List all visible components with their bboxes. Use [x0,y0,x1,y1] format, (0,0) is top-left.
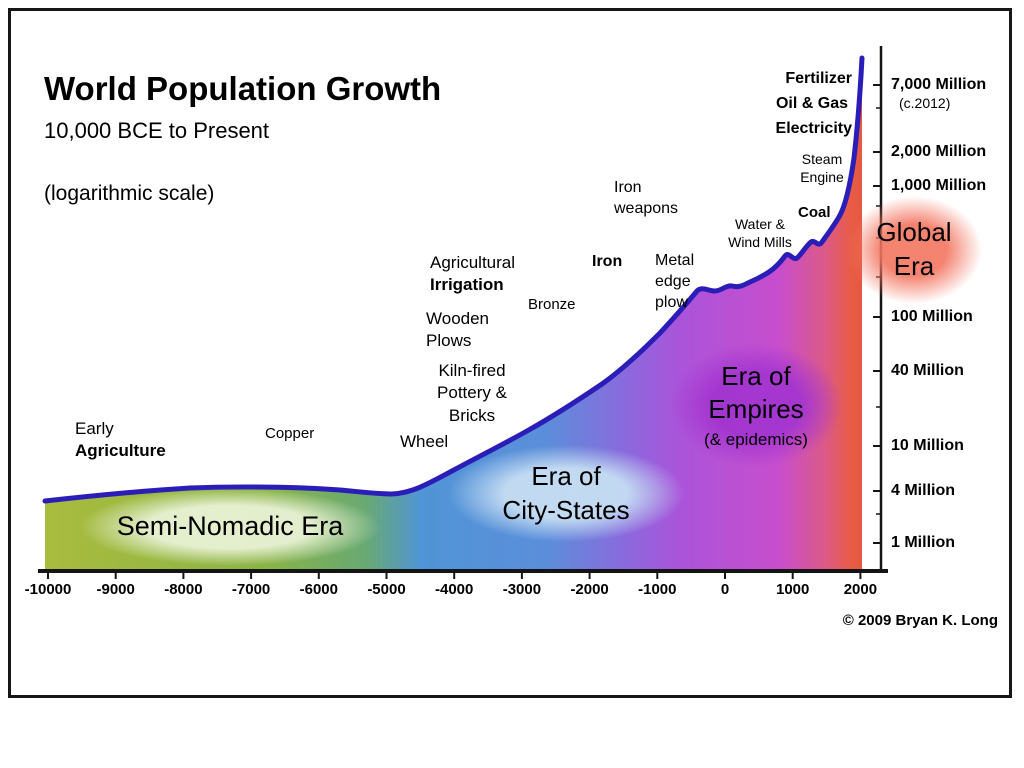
x-tick-label: 1000 [776,581,810,598]
y-tick-label: 40 Million [891,361,964,381]
axis-ticks [47,84,881,579]
era-label-empires-line1: Era of [721,360,791,391]
x-tick-label: 2000 [843,581,878,598]
x-tick-label: -5000 [367,581,406,598]
y-tick-label: 1,000 Million [891,176,986,196]
annotation-fertilizer: Fertilizer [785,68,852,89]
annotation-iron-weapons: Iron weapons [614,177,678,219]
y-tick-label: 2,000 Million [891,142,986,162]
x-tick-label: -10000 [24,581,72,598]
annotation-iron: Iron [592,251,622,272]
era-label-city-states-line2: City-States [502,494,630,525]
x-tick-label: -6000 [299,581,338,598]
y-tick-value: 4 Million [891,482,955,499]
annotation-line: Metal [655,252,695,269]
era-label-semi-nomadic: Semi-Nomadic Era [116,511,344,542]
annotation-line: Coal [798,204,831,221]
annotation-steam-engine: Steam Engine [800,150,844,187]
annotation-line: Steam [801,151,843,167]
era-region-city-states: Era of City-States [448,445,684,542]
population-curve [42,55,865,504]
era-label-city-states-line1: Era of [531,460,601,491]
y-tick-label: 4 Million [891,481,955,501]
population-area-fill [45,58,862,571]
annotation-metal-edge-plow: Metal edge plow [655,250,694,313]
y-tick-value: 1 Million [891,534,955,551]
era-region-global: Global Era [846,196,982,304]
annotation-line: Agriculture [75,441,166,461]
annotation-line: Copper [265,425,315,442]
y-tick-value: 7,000 Million [891,76,987,93]
x-tick-label: -9000 [96,581,135,598]
era-label-empires-epidemics: (& epidemics) [704,430,808,450]
annotation-wheel: Wheel [400,431,448,453]
x-tick-label: -3000 [502,581,542,598]
annotation-line: Fertilizer [785,70,852,87]
annotation-early-agriculture: Early Agriculture [75,418,166,463]
annotation-line: Agricultural [430,253,516,272]
scale-note: (logarithmic scale) [44,181,215,205]
y-tick-value: 1,000 Million [891,177,987,194]
era-region-empires: Era of Empires (& epidemics) [670,343,842,467]
y-tick-label: 100 Million [891,307,973,327]
annotation-oil-gas: Oil & Gas [776,93,848,114]
annotation-electricity: Electricity [776,118,852,139]
annotation-line: Wooden [426,309,490,328]
annotation-copper: Copper [265,424,314,444]
annotation-line: Engine [800,169,844,186]
annotation-line: Water & [734,216,786,232]
x-tick-label: 0 [720,581,730,598]
annotation-line: Kiln-fired [438,361,506,380]
annotation-line: Plows [426,331,472,351]
annotation-line: Early [75,419,114,438]
annotation-line: Wheel [400,432,449,451]
chart-title-block: World Population Growth 10,000 BCE to Pr… [44,70,441,206]
y-tick-label: 10 Million [891,436,964,456]
chart-title: World Population Growth [44,70,442,107]
annotation-line: Oil & Gas [775,95,848,112]
y-tick-note: (c.2012) [899,95,951,112]
annotation-line: Iron [614,179,642,196]
annotation-line: Electricity [775,120,852,137]
era-label-global-line2: Era [893,251,935,281]
annotation-coal: Coal [798,203,831,223]
copyright-text: © 2009 Bryan K. Long [842,612,998,629]
x-tick-label: -4000 [435,581,474,598]
x-tick-label: -2000 [570,581,609,598]
era-label-global-line1: Global [876,217,952,248]
annotation-bronze: Bronze [528,295,576,315]
y-tick-label: 1 Million [891,533,955,553]
y-tick-value: 2,000 Million [891,143,987,160]
annotation-agricultural-irrigation: Agricultural Irrigation [430,252,515,297]
era-region-semi-nomadic: Semi-Nomadic Era [80,488,380,566]
annotation-line: plow [655,294,688,312]
annotation-line: Bronze [528,296,576,313]
x-tick-label: -7000 [231,581,271,598]
y-tick-value: 40 Million [891,362,964,379]
annotation-line: weapons [614,200,679,218]
annotation-line: Bricks [448,405,496,425]
annotation-kiln-fired-pottery-bricks: Kiln-fired Pottery & Bricks [437,360,507,427]
x-tick-label: -8000 [164,581,203,598]
annotation-wooden-plows: Wooden Plows [426,308,489,353]
y-tick-label: 7,000 Million (c.2012) [891,75,986,113]
annotation-water-wind-mills: Water & Wind Mills [728,215,792,252]
x-tick-label: -1000 [638,581,677,598]
annotation-line: edge [655,273,691,291]
annotation-line: Iron [592,253,623,270]
era-label-empires-line2: Empires [708,394,804,425]
annotation-line: Wind Mills [728,234,792,251]
annotation-line: Pottery & [437,383,507,403]
chart-subtitle: 10,000 BCE to Present [44,117,270,143]
y-tick-value: 100 Million [891,308,973,325]
annotation-line: Irrigation [430,275,504,295]
y-tick-value: 10 Million [891,437,964,454]
